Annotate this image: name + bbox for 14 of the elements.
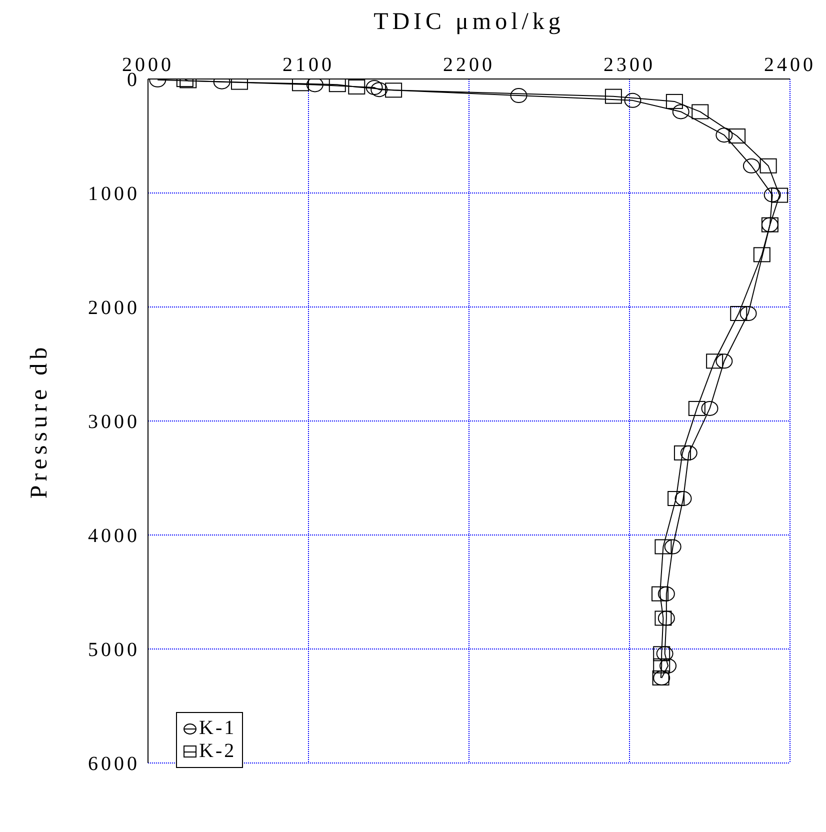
x-tick-label: 2200	[443, 54, 495, 76]
y-tick-label: 4000	[88, 525, 140, 548]
y-tick-label: 1000	[88, 183, 140, 206]
y-axis-title: Pressure db	[26, 343, 53, 499]
x-tick-label: 2400	[764, 54, 816, 76]
y-tick-label: 3000	[88, 411, 140, 434]
y-tick-label: 6000	[88, 753, 140, 776]
y-tick-label: 2000	[88, 297, 140, 320]
y-tick-label: 5000	[88, 639, 140, 662]
x-axis-title: TDIC μmol/kg	[374, 9, 564, 36]
x-tick-label: 2300	[604, 54, 656, 76]
x-tick-label: 2100	[282, 54, 334, 76]
legend-label: K-2	[199, 740, 236, 763]
legend-label: K-1	[199, 717, 236, 740]
